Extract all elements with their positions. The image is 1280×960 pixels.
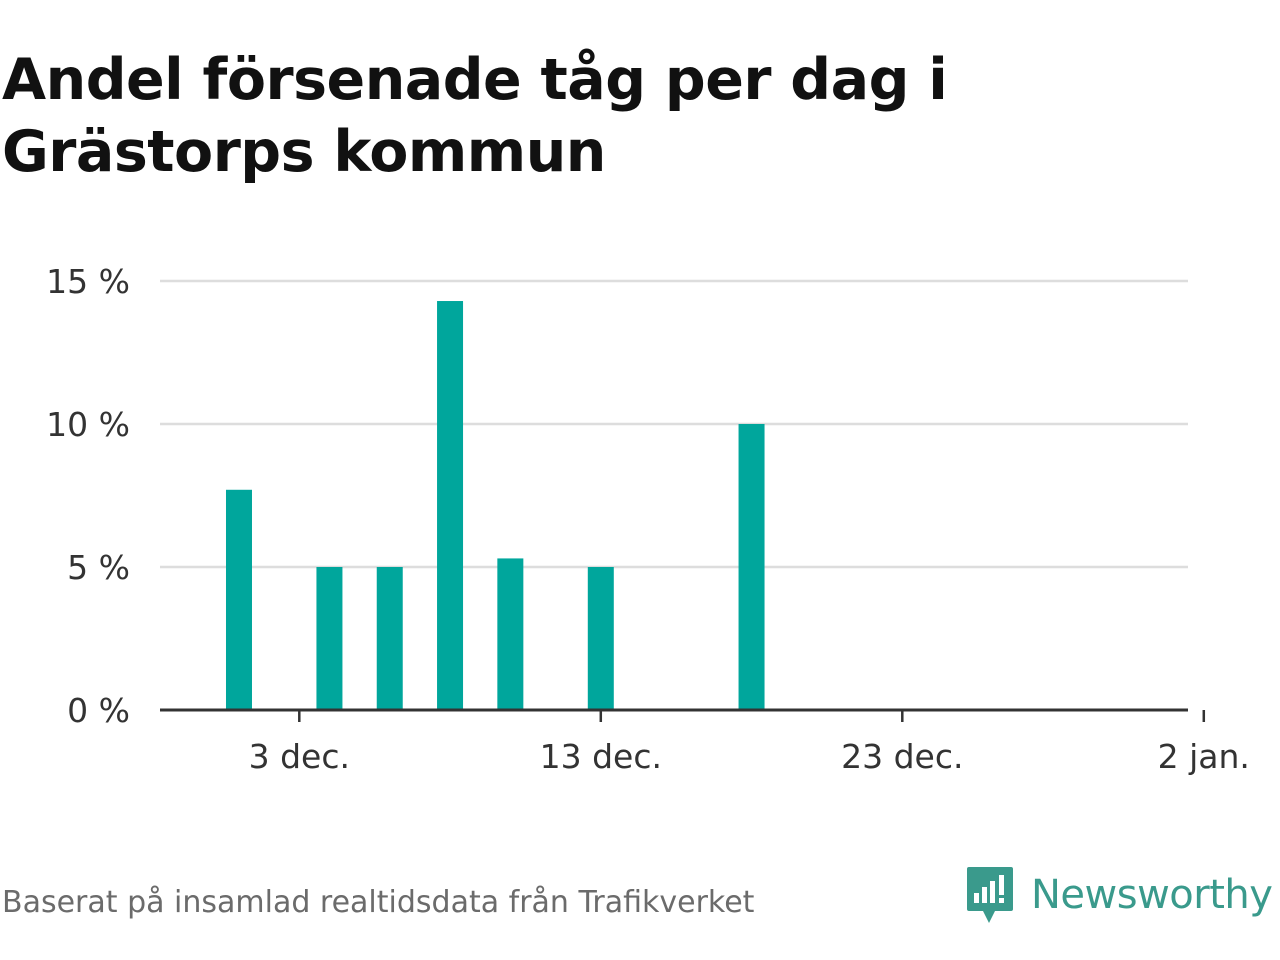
x-tick-label: 3 dec. xyxy=(249,737,350,776)
x-tick-label: 2 jan. xyxy=(1158,737,1250,776)
bar xyxy=(587,567,614,710)
y-tick-label: 10 % xyxy=(46,405,130,444)
y-tick-label: 15 % xyxy=(46,262,130,301)
bar xyxy=(738,424,765,710)
newsworthy-logo-icon xyxy=(967,867,1013,923)
x-tick-labels: 3 dec. 13 dec. 23 dec. 2 jan. xyxy=(249,710,1250,776)
bar xyxy=(437,301,464,710)
bar xyxy=(376,567,403,710)
bars xyxy=(225,301,765,710)
brand-name: Newsworthy xyxy=(1031,872,1273,918)
y-tick-label: 0 % xyxy=(67,691,130,730)
brand-logo-link[interactable]: Newsworthy xyxy=(965,864,1275,926)
bar xyxy=(225,489,252,710)
source-note: Baserat på insamlad realtidsdata från Tr… xyxy=(2,885,755,920)
chart-title: Andel försenade tåg per dag i Grästorps … xyxy=(2,47,948,185)
bar xyxy=(316,567,343,710)
x-tick-label: 23 dec. xyxy=(841,737,963,776)
gridlines xyxy=(160,279,1188,569)
x-tick-label: 13 dec. xyxy=(540,737,662,776)
y-tick-labels: 0 % 5 % 10 % 15 % xyxy=(46,262,130,730)
bar xyxy=(497,558,524,710)
y-tick-label: 5 % xyxy=(67,548,130,587)
